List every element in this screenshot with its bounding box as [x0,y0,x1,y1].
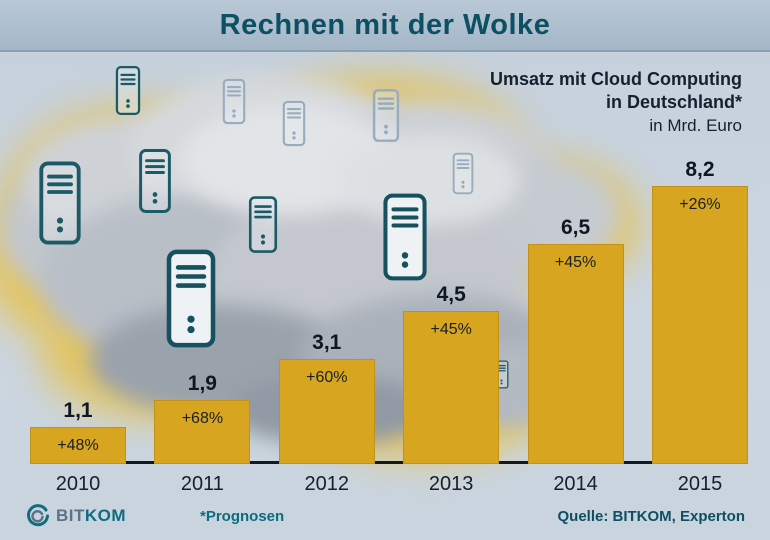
source-credit: Quelle: BITKOM, Experton [557,507,745,525]
bitkom-logo: BITKOM [25,503,126,529]
x-axis-label: 2010 [55,473,101,495]
footer: BITKOM *Prognosen Quelle: BITKOM, Expert… [25,498,745,534]
page-title: Rechnen mit der Wolke [219,8,551,41]
logo-text-kom: KOM [84,506,127,525]
bar-group: 4,5 +45% 2013 [403,283,500,498]
bar: +60% [278,359,375,464]
chart-subtitle: Umsatz mit Cloud Computing in Deutschlan… [490,68,742,137]
x-axis-line [30,461,748,464]
bar: +68% [154,400,251,464]
bar-value-label: 4,5 [436,283,466,306]
x-axis-label: 2014 [553,473,598,495]
bar-value-label: 6,5 [560,216,591,239]
bar-growth-label: +60% [306,369,348,386]
x-axis-label: 2011 [180,473,224,495]
bar-value-label: 1,9 [187,372,217,395]
bar-growth-label: +48% [57,437,99,454]
bar-growth-label: +45% [554,254,597,271]
bar-growth-label: +45% [430,321,472,338]
subtitle-unit: in Mrd. Euro [649,115,742,135]
footnote: *Prognosen [200,507,285,525]
bar-value-label: 3,1 [312,331,342,354]
x-axis-label: 2012 [304,473,350,495]
bar-group: 6,5 +45% 2014 [527,216,624,498]
title-bar: Rechnen mit der Wolke [0,0,770,52]
bar-value-label: 1,1 [63,399,93,422]
bitkom-logo-icon [27,504,49,527]
subtitle-line-1: Umsatz mit Cloud Computing [490,69,742,89]
x-axis-label: 2013 [428,473,474,495]
bar-growth-label: +26% [679,196,721,213]
bitkom-logo-text: BITKOM [56,506,126,526]
bar: +45% [403,311,500,464]
subtitle-line-2: in Deutschland* [605,92,742,113]
x-axis-label: 2015 [677,473,723,495]
bar-growth-label: +68% [181,410,224,427]
bar-group: 3,1 +60% 2012 [278,331,375,498]
bar-group: 1,9 +68% 2011 [154,372,251,498]
bar-group: 8,2 +26% 2015 [651,158,748,498]
bar: +26% [651,186,748,464]
bar-value-label: 8,2 [685,158,715,181]
bar: +45% [527,244,624,464]
bar: +48% [30,427,126,464]
logo-text-bit: BIT [56,506,85,525]
bars-container: 1,1 +48% 2010 1,9 +68% 2011 3,1 +60% 2012 4,5 +45%… [30,158,748,498]
bar-group: 1,1 +48% 2010 [30,399,126,498]
